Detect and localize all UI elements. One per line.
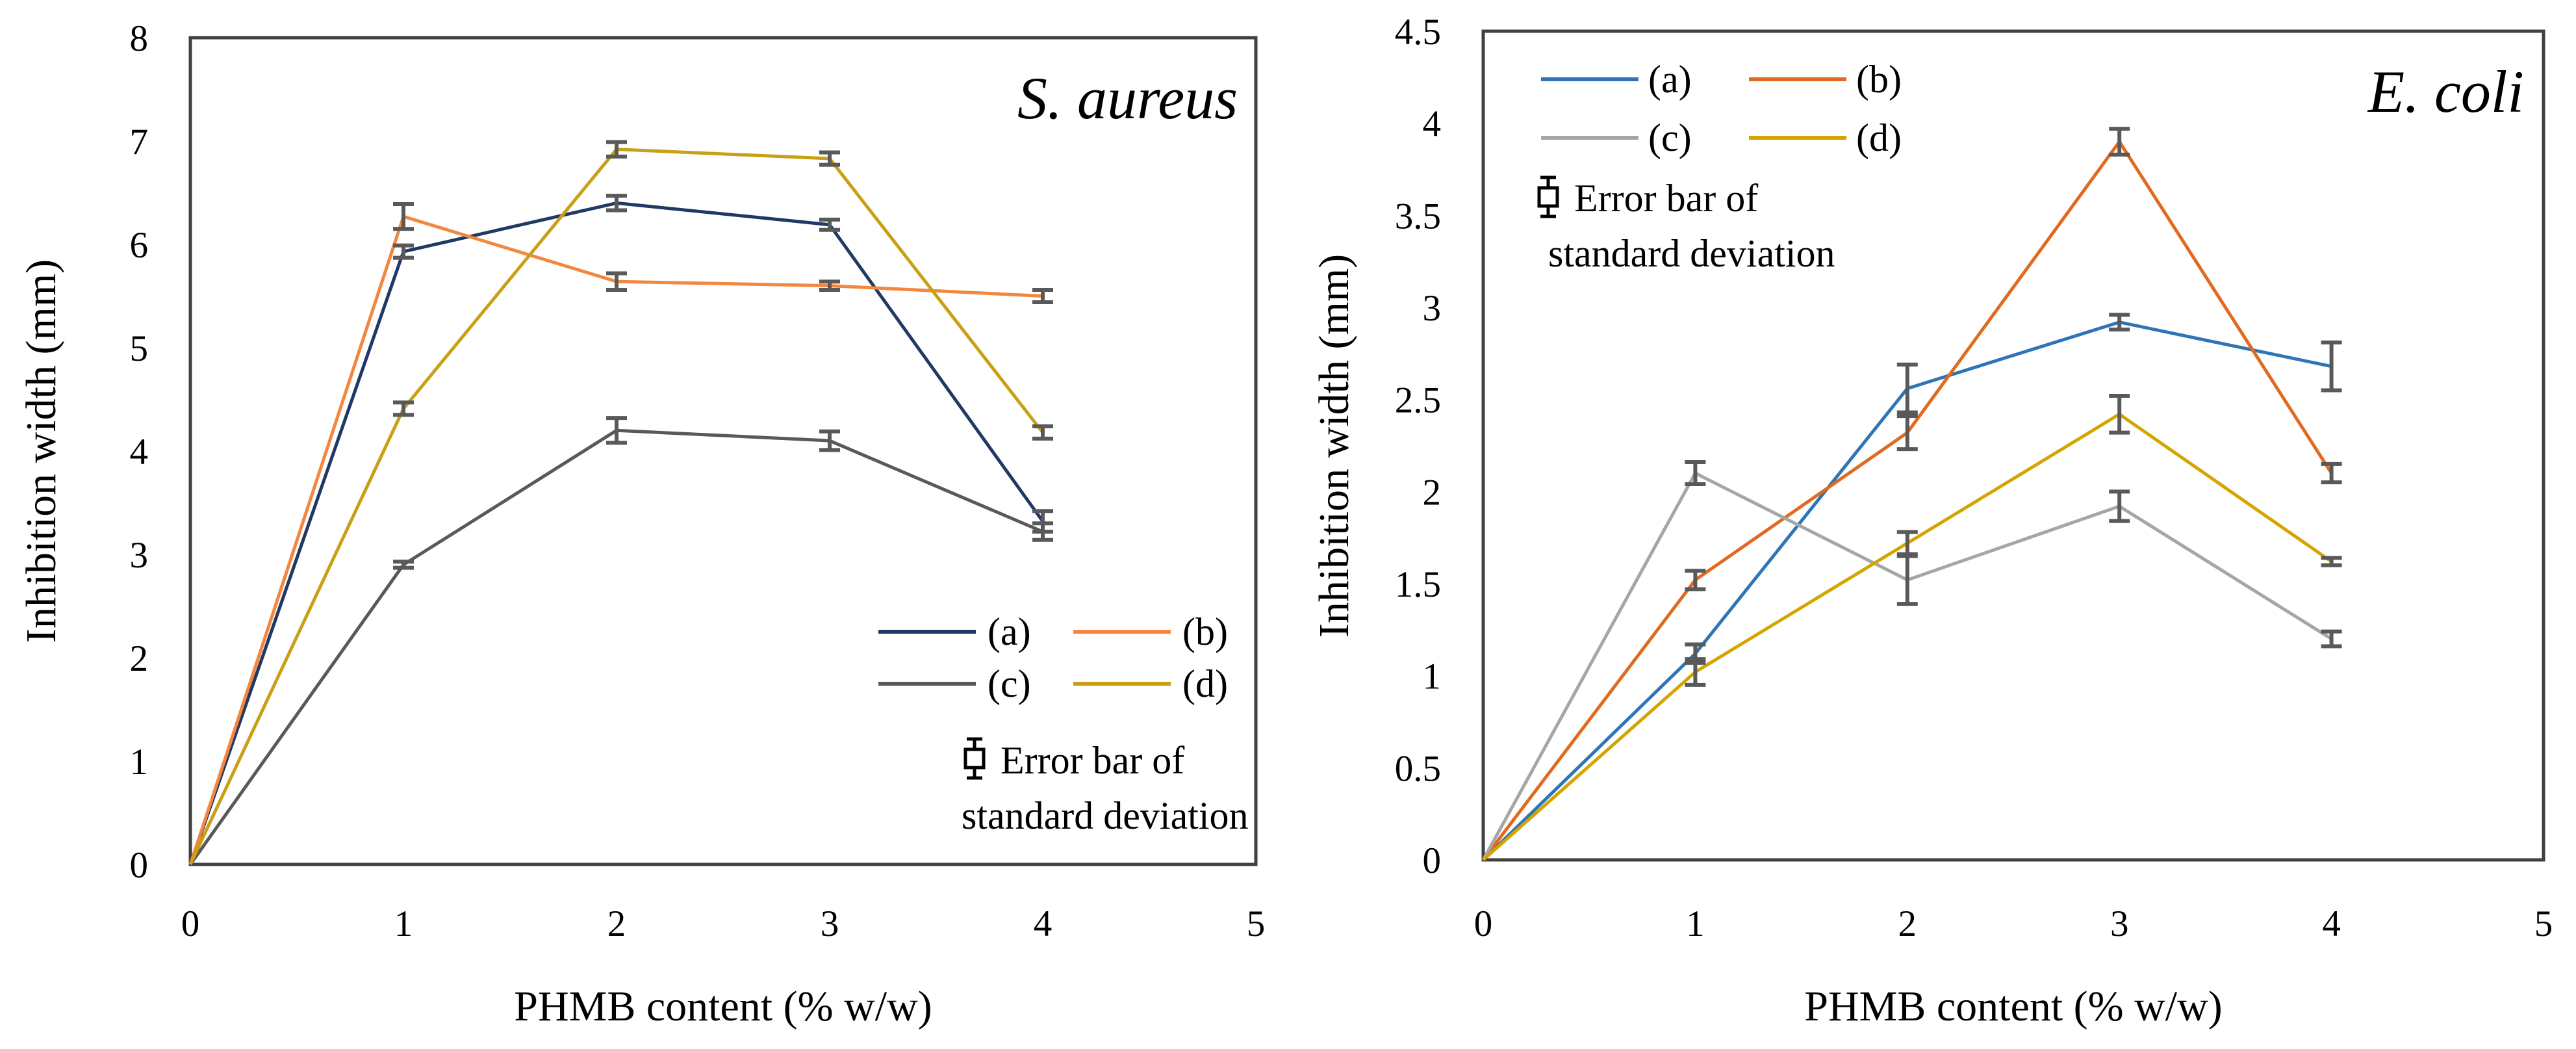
ecoli-y-tick-label: 1.5	[1395, 564, 1441, 605]
ecoli-error-bar	[1896, 554, 1918, 606]
ecoli-y-tick-label: 2	[1423, 472, 1442, 513]
ecoli-error-note-line-1: Error bar of	[1574, 177, 1758, 220]
saureus-y-tick-label: 4	[130, 432, 149, 473]
saureus-error-bar	[393, 560, 414, 570]
saureus-error-bar	[819, 217, 840, 232]
saureus-chart: 0 1 2 3 4 5 6 7 8 0 1 2 3 4 5 PHMB content (% w/w) Inhib…	[18, 18, 1265, 1030]
ecoli-error-bar	[1685, 657, 1706, 687]
ecoli-error-bar	[1896, 530, 1918, 556]
ecoli-chart: 0 0.5 1 1.5 2 2.5 3 3.5 4 4.5 0 1 2 3 4 5 PHMB content (…	[1310, 12, 2553, 1030]
note-icon-box	[1537, 186, 1559, 208]
saureus-error-bar	[606, 271, 627, 292]
ecoli-y-tick-label: 3.5	[1395, 196, 1441, 237]
saureus-error-bar	[606, 140, 627, 159]
saureus-series-line-4	[188, 148, 1044, 866]
ecoli-error-bar	[2321, 461, 2342, 485]
saureus-y-tick-label: 7	[130, 122, 149, 162]
saureus-y-tick-label: 1	[130, 742, 149, 783]
ecoli-y-tick-label: 1	[1423, 656, 1442, 697]
saureus-x-tick-label: 0	[181, 903, 200, 944]
ecoli-y-tick-label: 4	[1423, 104, 1442, 145]
saureus-error-bar	[393, 400, 414, 417]
ecoli-legend-label-1: (a)	[1648, 58, 1692, 101]
saureus-error-bar	[819, 150, 840, 167]
ecoli-x-tick-label: 3	[2110, 903, 2129, 944]
ecoli-error-bar	[2109, 489, 2130, 523]
saureus-error-bar	[606, 194, 627, 213]
saureus-x-tick-label: 3	[821, 903, 839, 944]
ecoli-x-tick-label: 1	[1686, 903, 1705, 944]
ecoli-x-tick-label: 5	[2534, 903, 2553, 944]
ecoli-y-axis-title: Inhibition width (mm)	[1310, 254, 1358, 638]
saureus-y-tick-label: 3	[130, 535, 149, 576]
saureus-error-bar	[393, 243, 414, 260]
saureus-error-bar	[606, 416, 627, 445]
saureus-legend-label-2: (b)	[1182, 610, 1228, 653]
ecoli-error-bar	[2321, 556, 2342, 567]
ecoli-error-bar	[1685, 460, 1706, 486]
saureus-error-note-line-2: standard deviation	[962, 794, 1249, 837]
saureus-error-bar-note-icon	[963, 737, 986, 780]
ecoli-y-tick-label: 2.5	[1395, 380, 1441, 421]
saureus-legend-label-4: (d)	[1182, 662, 1228, 705]
note-icon-box	[963, 747, 986, 770]
ecoli-legend-label-2: (b)	[1856, 58, 1902, 101]
saureus-y-tick-label: 6	[130, 225, 149, 266]
saureus-legend-label-3: (c)	[988, 662, 1031, 705]
saureus-series-line-2	[188, 214, 1043, 865]
ecoli-error-bar	[1896, 414, 1918, 452]
ecoli-y-tick-label: 0.5	[1395, 748, 1441, 789]
saureus-legend-label-1: (a)	[988, 610, 1031, 653]
ecoli-error-bar	[2321, 629, 2342, 649]
ecoli-panel-title: E. coli	[2367, 58, 2524, 125]
ecoli-x-tick-label: 2	[1898, 903, 1917, 944]
ecoli-y-tick-label: 4.5	[1395, 12, 1441, 53]
saureus-x-tick-label: 4	[1034, 903, 1052, 944]
saureus-x-tick-label: 1	[394, 903, 413, 944]
saureus-error-bar	[393, 201, 414, 231]
saureus-error-bar	[1032, 424, 1053, 441]
ecoli-x-axis-title: PHMB content (% w/w)	[1804, 983, 2222, 1030]
saureus-y-tick-label: 0	[130, 845, 149, 886]
ecoli-x-tick-label: 4	[2322, 903, 2341, 944]
ecoli-error-bar-note-icon	[1537, 175, 1559, 218]
ecoli-y-tick-label: 3	[1423, 288, 1442, 329]
saureus-error-bar	[1032, 287, 1053, 305]
ecoli-legend-label-3: (c)	[1648, 116, 1692, 159]
ecoli-error-note-line-2: standard deviation	[1548, 232, 1835, 275]
saureus-y-tick-label: 8	[130, 18, 149, 59]
ecoli-error-bar	[2109, 127, 2130, 157]
ecoli-series-line-4	[1482, 412, 2333, 861]
ecoli-plot-frame	[1481, 29, 2545, 862]
saureus-error-note-line-1: Error bar of	[1001, 739, 1184, 782]
ecoli-y-tick-label: 0	[1423, 840, 1442, 881]
saureus-x-tick-label: 5	[1247, 903, 1266, 944]
saureus-error-bar	[819, 279, 840, 292]
saureus-series-line-1	[188, 201, 1045, 865]
saureus-y-axis-title: Inhibition width (mm)	[18, 259, 65, 643]
saureus-error-bar	[819, 429, 840, 452]
ecoli-error-bar	[1685, 569, 1706, 591]
ecoli-error-bar	[2321, 340, 2342, 393]
ecoli-legend-label-4: (d)	[1856, 116, 1902, 159]
ecoli-error-bar	[2109, 313, 2130, 331]
ecoli-x-tick-label: 0	[1474, 903, 1493, 944]
saureus-x-tick-label: 2	[607, 903, 626, 944]
saureus-y-tick-label: 5	[130, 328, 149, 369]
saureus-x-axis-title: PHMB content (% w/w)	[514, 983, 932, 1030]
saureus-y-tick-label: 2	[130, 638, 149, 679]
ecoli-error-bar	[2109, 394, 2130, 435]
saureus-error-bar	[1032, 521, 1053, 542]
saureus-panel-title: S. aureus	[1017, 65, 1238, 131]
ecoli-error-bar	[1896, 362, 1918, 415]
saureus-plot-frame	[188, 36, 1258, 866]
